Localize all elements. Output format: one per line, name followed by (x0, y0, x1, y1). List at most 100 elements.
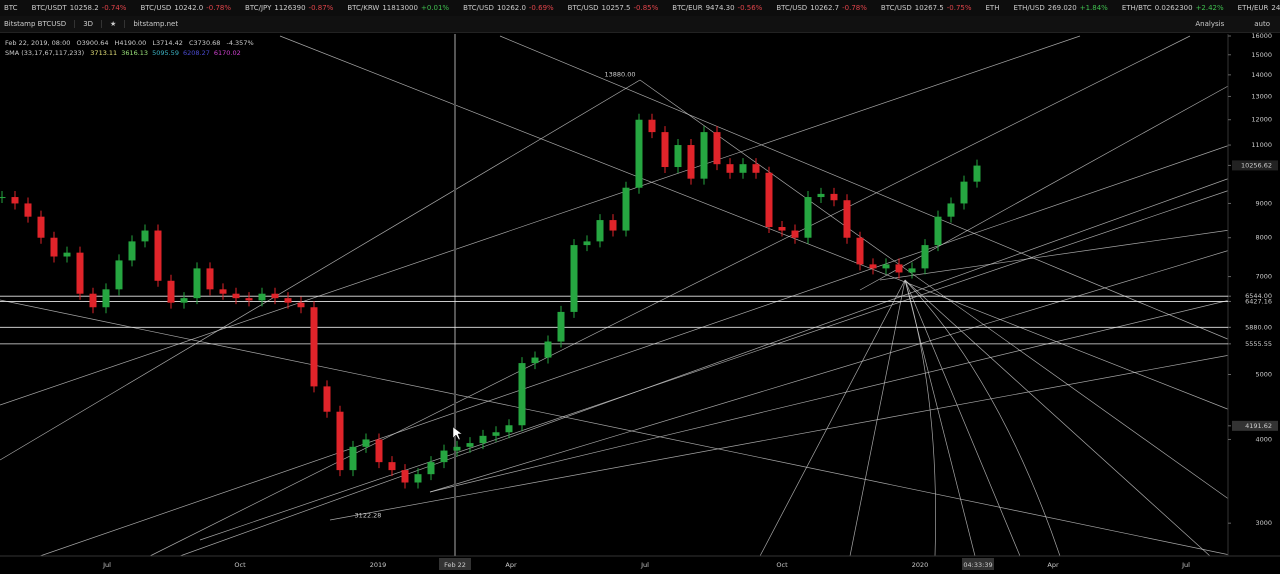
candle-body (193, 268, 201, 299)
trend-line (849, 279, 906, 557)
ticker-change: +2.42% (1195, 4, 1224, 12)
candle (375, 433, 383, 469)
ohlc-row: Feb 22, 2019, 08:00 O3900.64 H4190.00 L3… (5, 38, 258, 48)
candle (284, 292, 292, 309)
candle (856, 231, 864, 271)
candle-body (219, 289, 227, 294)
ticker-price: 10267.5 (914, 4, 944, 12)
candle-body (791, 230, 799, 238)
trend-line (429, 299, 1231, 493)
y-tick-label: 13000 (1251, 92, 1272, 100)
candle (336, 405, 344, 477)
candle (414, 468, 422, 489)
candle-body (817, 193, 825, 198)
ticker-symbol: BTC/USD (140, 4, 172, 12)
ticker-item[interactable]: BTC/USD 10242.0 -0.78% (140, 4, 231, 12)
ticker-item[interactable]: BTC/EUR 9474.30 -0.56% (672, 4, 762, 12)
candle-body (11, 197, 19, 204)
open: O3900.64 (76, 39, 109, 47)
ticker-symbol: BTC/KRW (347, 4, 380, 12)
candle-body (89, 293, 97, 308)
scale-button[interactable]: auto (1254, 20, 1270, 28)
ticker-item[interactable]: BTC/KRW 11813000 +0.01% (347, 4, 449, 12)
interval-button[interactable]: 3D (83, 20, 103, 28)
candle-body (934, 216, 942, 246)
ticker-price: 10242.0 (174, 4, 204, 12)
ticker-symbol: BTC/USD (776, 4, 808, 12)
source-link[interactable]: bitstamp.net (133, 20, 179, 28)
candle-body (453, 446, 461, 451)
ticker-price: 269.020 (1047, 4, 1077, 12)
ticker-item[interactable]: BTC/USD 10267.5 -0.75% (881, 4, 972, 12)
trend-line (499, 35, 1231, 341)
ticker-item[interactable]: ETH/USD 269.020 +1.84% (1013, 4, 1107, 12)
symbol-button[interactable]: Bitstamp BTCUSD (4, 20, 76, 28)
y-tick-label: 15000 (1251, 51, 1272, 59)
candle-body (297, 302, 305, 308)
ticker-item[interactable]: ETH/EUR248.430+1 (1238, 4, 1280, 12)
y-tick-label: 12000 (1251, 116, 1272, 124)
candle-body (570, 245, 578, 312)
candle (440, 444, 448, 469)
y-tick-label: 5555.55 (1245, 340, 1272, 348)
ticker-item[interactable]: BTC/JPY 1126390 -0.87% (245, 4, 333, 12)
trend-line (904, 279, 1021, 557)
candle-body (895, 264, 903, 273)
ticker-item[interactable]: ETH (986, 4, 1000, 12)
candle-body (947, 203, 955, 217)
y-tick-label: 16000 (1251, 32, 1272, 40)
candle-body (856, 237, 864, 265)
y-tick-label: 9000 (1255, 199, 1272, 207)
ticker-item[interactable]: ETH/BTC 0.0262300 +2.42% (1122, 4, 1224, 12)
y-tick-label: 4000 (1255, 435, 1272, 443)
ticker-item[interactable]: BTC/USD 10257.5 -0.85% (568, 4, 659, 12)
cursor (452, 426, 463, 441)
ticker-item[interactable]: BTC (4, 4, 18, 12)
toolbar: Bitstamp BTCUSD 3D ★ bitstamp.net Analys… (0, 16, 1280, 33)
candle-body (76, 252, 84, 294)
candle (674, 139, 682, 174)
sma-row: SMA (33,17,67,117,233) 3713.11 3616.13 509… (5, 48, 258, 58)
ticker-bar: BTC BTC/USDT 10258.2 -0.74% BTC/USD 10242.0 -0… (0, 0, 1280, 16)
y-tick-label: 4191.62 (1245, 422, 1272, 430)
price-annotation: 3122.28 (355, 512, 382, 520)
y-tick-label: 8000 (1255, 234, 1272, 242)
ticker-change: -0.87% (308, 4, 334, 12)
ticker-item[interactable]: BTC/USDT 10258.2 -0.74% (32, 4, 127, 12)
candle-body (375, 439, 383, 463)
y-tick-label: 10256.62 (1241, 161, 1272, 169)
analysis-button[interactable]: Analysis (1195, 20, 1225, 28)
candle (154, 224, 162, 287)
sma-value: 6208.27 (182, 49, 210, 57)
candle-body (674, 145, 682, 168)
x-tick-label: Jul (1181, 561, 1190, 569)
price-tag (1232, 420, 1278, 431)
ticker-change: -0.85% (633, 4, 659, 12)
ticker-item[interactable]: BTC/USD 10262.0 -0.69% (463, 4, 554, 12)
price-annotation: 13880.00 (604, 70, 635, 78)
candle (882, 258, 890, 275)
candle (544, 335, 552, 364)
candle (817, 187, 825, 204)
candle (102, 283, 110, 314)
candle (24, 197, 32, 223)
candle-body (349, 446, 357, 471)
trend-line (859, 84, 1231, 291)
favorite-button[interactable]: ★ (110, 20, 126, 28)
ticker-symbol: BTC/EUR (672, 4, 703, 12)
candle-body (115, 260, 123, 290)
ticker-item[interactable]: BTC/USD 10262.7 -0.78% (776, 4, 867, 12)
candle-body (154, 230, 162, 281)
ticker-price: 10258.2 (69, 4, 99, 12)
y-tick-label: 6544.00 (1245, 292, 1272, 300)
x-tick-label: Jul (102, 561, 111, 569)
ticker-change: -0.56% (737, 4, 763, 12)
candle (245, 292, 253, 307)
candle (37, 210, 45, 244)
candle (830, 187, 838, 207)
ticker-price: 9474.30 (705, 4, 735, 12)
candle-body (648, 119, 656, 133)
candle-body (401, 470, 409, 483)
candle (115, 254, 123, 296)
candle (479, 429, 487, 450)
